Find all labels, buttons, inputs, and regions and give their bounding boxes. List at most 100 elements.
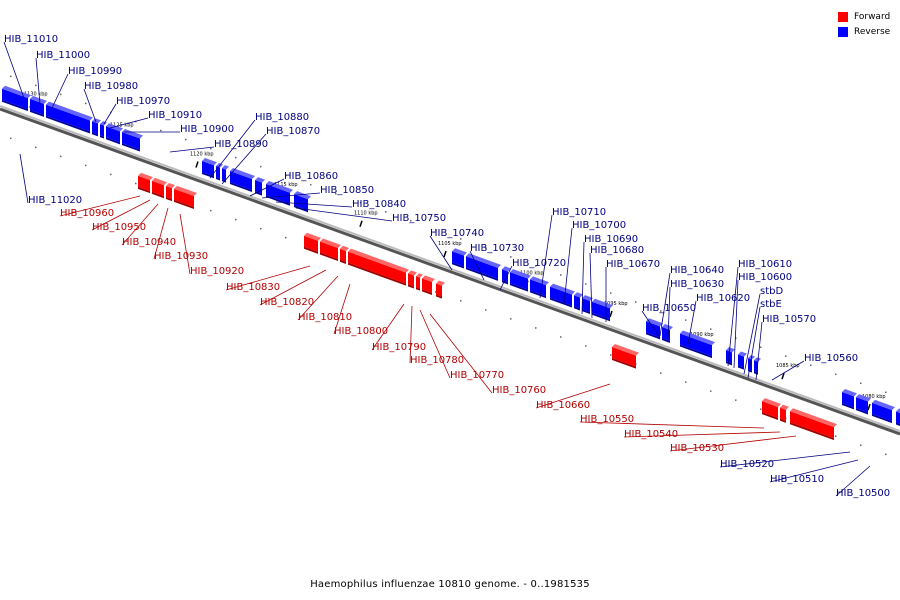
forward-gene-label-leader — [623, 431, 781, 438]
reverse-gene-shade — [222, 179, 226, 183]
reverse-gene — [46, 104, 90, 132]
reverse-gene — [30, 98, 44, 115]
reverse-gene-shade — [2, 99, 28, 112]
reverse-gene — [92, 121, 98, 135]
reverse-gene-top — [30, 95, 47, 104]
reverse-gene-label: HIB_10570 — [762, 314, 816, 325]
reverse-gene-label: HIB_10900 — [180, 124, 234, 135]
reverse-gene-top — [646, 318, 663, 327]
reverse-gene-top — [592, 298, 613, 309]
legend-label-reverse: Reverse — [854, 26, 891, 37]
reverse-gene — [266, 184, 290, 204]
reverse-gene-label-leader — [295, 207, 393, 222]
forward-gene-shade — [436, 294, 442, 299]
forward-gene-label: HIB_10550 — [580, 414, 634, 425]
scale-tick-label: 1115 kbp — [274, 182, 298, 188]
lower-dot-track — [685, 381, 687, 383]
forward-gene-top — [320, 238, 341, 249]
scale-tick-label: 1125 kbp — [110, 123, 134, 129]
forward-gene-label-leader — [59, 195, 141, 217]
reverse-gene-label: HIB_10870 — [266, 126, 320, 137]
forward-gene-shade — [762, 412, 778, 420]
reverse-gene-shade — [452, 262, 464, 269]
forward-gene-shade — [340, 259, 346, 264]
forward-gene-label: HIB_10830 — [226, 282, 280, 293]
reverse-gene-top — [872, 399, 895, 411]
reverse-gene-shade — [592, 312, 610, 322]
reverse-gene — [2, 88, 28, 110]
reverse-gene-shade — [896, 422, 900, 426]
forward-swatch — [838, 11, 848, 22]
scale-tick — [867, 403, 871, 411]
reverse-gene-label: HIB_10850 — [320, 185, 374, 196]
forward-gene-label-leader — [179, 213, 191, 275]
reverse-gene-shade — [100, 135, 104, 139]
forward-gene — [304, 235, 318, 252]
reverse-gene — [510, 272, 528, 290]
reverse-gene-shade — [510, 283, 528, 292]
forward-gene-shade — [612, 358, 636, 369]
reverse-gene-label-leader — [429, 235, 453, 271]
reverse-gene-label-leader — [249, 178, 285, 197]
reverse-gene-top — [502, 266, 511, 272]
reverse-gene-label-leader — [221, 133, 267, 185]
forward-gene-label-leader — [225, 265, 311, 291]
forward-gene-top — [304, 232, 321, 241]
reverse-gene-top — [582, 295, 593, 302]
lower-dot-track — [85, 164, 87, 167]
reverse-gene-shade — [550, 297, 572, 308]
forward-gene-top — [174, 185, 197, 197]
forward-gene-label-leader — [153, 207, 169, 260]
upper-dot-track — [760, 346, 762, 348]
forward-gene — [138, 175, 150, 192]
reverse-gene-shade — [856, 408, 868, 415]
upper-dot-track — [310, 183, 312, 186]
lower-dot-track — [285, 236, 287, 239]
lower-dot-track — [835, 435, 837, 438]
forward-gene — [174, 188, 194, 208]
forward-gene-label-leader — [333, 283, 351, 335]
lower-dot-track — [710, 390, 712, 392]
reverse-gene-label-leader — [769, 459, 859, 483]
forward-gene-shade — [790, 422, 834, 441]
forward-gene — [780, 407, 786, 421]
reverse-gene-label-leader — [83, 88, 97, 123]
reverse-gene-shade — [738, 365, 744, 370]
legend-item-forward: Forward — [838, 9, 890, 24]
scale-tick-label: 1100 kbp — [520, 271, 544, 277]
reverse-gene-label: HIB_10680 — [590, 245, 644, 256]
upper-dot-track — [660, 310, 662, 312]
forward-gene-top — [166, 182, 175, 189]
scale-tick-label: 1120 kbp — [190, 152, 214, 158]
upper-dot-track — [460, 238, 462, 240]
reverse-gene-top — [122, 129, 143, 139]
forward-gene — [762, 401, 778, 418]
reverse-gene-label-leader — [733, 279, 739, 369]
forward-gene-label: HIB_10780 — [410, 355, 464, 366]
forward-gene-label: HIB_10920 — [190, 266, 244, 277]
forward-gene-shade — [422, 289, 432, 295]
forward-gene — [408, 273, 414, 287]
reverse-gene-label-leader — [835, 465, 871, 497]
forward-gene-shade — [138, 186, 150, 194]
reverse-gene-label: HIB_10750 — [392, 213, 446, 224]
upper-dot-track — [510, 256, 512, 258]
reverse-gene-shade — [842, 403, 854, 410]
forward-gene-label-leader — [579, 421, 765, 429]
reverse-gene-label-leader — [743, 293, 761, 375]
reverse-gene-label: HIB_10740 — [430, 228, 484, 239]
reverse-gene-label-leader — [771, 360, 805, 381]
forward-gene-shade — [416, 287, 420, 291]
reverse-gene-top — [896, 408, 900, 413]
forward-gene-label: HIB_10770 — [450, 370, 504, 381]
scale-tick-label: 1095 kbp — [604, 301, 628, 307]
upper-dot-track — [260, 165, 262, 168]
reverse-gene — [550, 286, 572, 306]
reverse-gene-label-leader — [169, 146, 215, 153]
reverse-gene-label-leader — [103, 103, 117, 125]
reverse-gene-top — [510, 269, 531, 279]
forward-gene-top — [436, 280, 445, 286]
reverse-gene-label-leader — [687, 300, 697, 345]
forward-gene — [166, 185, 172, 200]
